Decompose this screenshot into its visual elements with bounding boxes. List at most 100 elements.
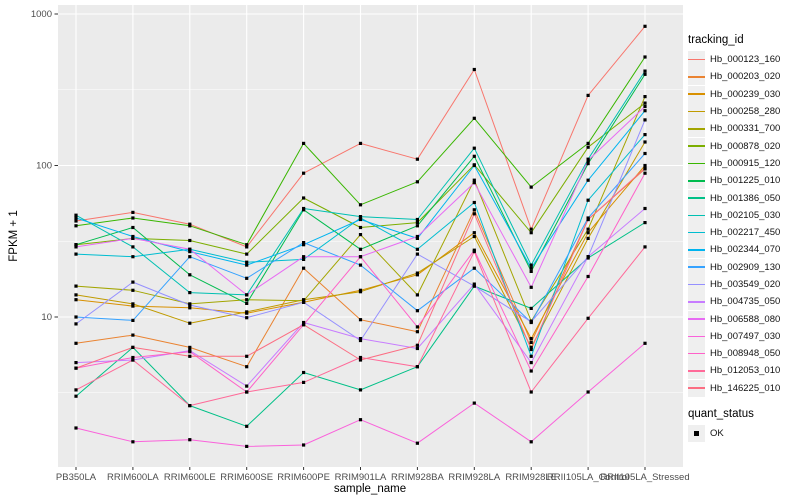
data-point	[472, 146, 476, 150]
legend-key	[688, 51, 705, 69]
data-point	[131, 318, 135, 322]
data-point	[586, 227, 590, 231]
data-point	[302, 141, 306, 145]
data-point	[302, 300, 306, 304]
data-point	[74, 213, 78, 217]
legend-item: Hb_000915_120	[688, 154, 798, 172]
data-point	[74, 293, 78, 297]
data-point	[74, 252, 78, 256]
data-point	[358, 418, 363, 422]
data-point	[131, 288, 135, 292]
data-point	[188, 250, 192, 254]
data-point	[643, 101, 647, 105]
data-point	[188, 273, 192, 277]
legend-item-label: Hb_007497_030	[710, 330, 781, 342]
legend-color-line	[688, 352, 705, 355]
legend-key	[688, 379, 705, 397]
data-point	[302, 320, 306, 325]
square-point-icon	[694, 431, 699, 436]
data-point	[188, 224, 192, 228]
legend-key	[688, 310, 705, 328]
data-point	[415, 157, 419, 161]
data-point	[358, 263, 363, 267]
legend-item: Hb_002105_030	[688, 206, 798, 224]
data-point	[131, 225, 135, 230]
data-point	[529, 185, 533, 189]
data-point	[415, 365, 419, 369]
legend-key	[688, 68, 705, 86]
data-point	[529, 227, 533, 231]
data-point	[529, 345, 533, 349]
data-point	[74, 366, 78, 370]
legend-item-label: OK	[710, 428, 724, 440]
data-point	[245, 301, 249, 305]
data-point	[302, 243, 306, 247]
data-point	[529, 354, 533, 358]
legend-item-label: Hb_003549_020	[710, 279, 781, 290]
data-point	[415, 271, 419, 275]
data-point	[74, 341, 78, 345]
data-point	[358, 358, 363, 362]
legend-item-label: Hb_146225_010	[710, 382, 781, 394]
data-point	[529, 269, 533, 273]
legend-item-label: Hb_000203_020	[710, 71, 781, 83]
data-point	[245, 354, 249, 358]
legend-color-line	[688, 197, 705, 199]
x-tick-label: RRIM901LA	[335, 472, 387, 483]
data-point	[188, 247, 192, 251]
legend-key	[688, 189, 705, 207]
legend-item-label: Hb_000878_020	[710, 140, 781, 152]
data-point	[529, 306, 533, 310]
data-point	[188, 438, 192, 442]
legend-shape-items: OK	[688, 425, 798, 443]
legend-title-quant-status: quant_status	[688, 407, 754, 420]
data-point	[74, 284, 78, 288]
data-point	[643, 109, 647, 113]
data-point	[358, 225, 363, 230]
data-point	[131, 245, 135, 249]
data-point	[586, 93, 590, 97]
data-point	[529, 347, 533, 352]
data-point	[529, 263, 533, 267]
data-point	[131, 304, 135, 308]
legend-item-label: Hb_001386_050	[710, 192, 781, 204]
data-point	[74, 394, 78, 398]
legend-item: Hb_004735_050	[688, 293, 798, 311]
data-point	[302, 323, 306, 327]
legend-color-line	[688, 370, 705, 372]
data-point	[245, 252, 249, 256]
legend-key	[688, 293, 705, 311]
data-point	[529, 361, 533, 365]
data-point	[358, 141, 363, 145]
data-point	[643, 221, 647, 225]
data-point	[529, 231, 533, 235]
data-point	[472, 178, 476, 182]
legend-key	[688, 345, 705, 363]
data-point	[302, 241, 306, 245]
data-point	[74, 426, 78, 430]
legend-color-line	[688, 318, 705, 320]
data-point	[245, 444, 249, 448]
data-point	[188, 303, 192, 307]
data-point	[74, 245, 78, 249]
legend-item: Hb_002909_130	[688, 258, 798, 276]
legend-item-label: Hb_002344_070	[710, 244, 781, 256]
y-tick-label: 100	[36, 161, 52, 172]
data-point	[643, 118, 647, 122]
data-point	[131, 234, 135, 239]
data-point	[302, 171, 306, 175]
data-point	[245, 245, 249, 249]
data-point	[74, 361, 78, 365]
data-point	[302, 206, 306, 211]
legend-item-label: Hb_000123_160	[710, 54, 781, 66]
data-point	[643, 55, 647, 59]
data-point	[358, 203, 363, 207]
data-point	[131, 358, 135, 362]
legend-color-line	[688, 93, 705, 96]
legend-color-line	[688, 179, 705, 182]
data-point	[643, 166, 647, 170]
data-point	[415, 330, 419, 334]
data-point	[586, 145, 590, 149]
data-point	[415, 441, 419, 445]
x-tick-label: RRIM928BA	[391, 472, 444, 483]
